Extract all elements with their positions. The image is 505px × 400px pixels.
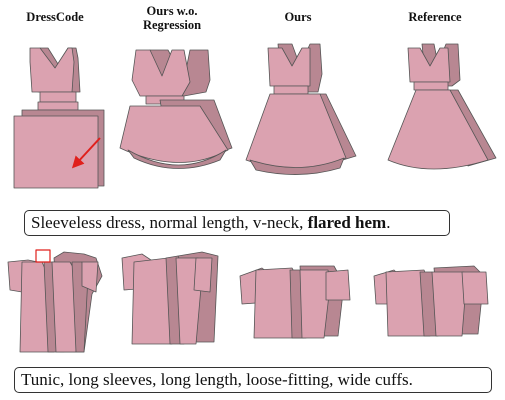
caption-dress-suffix: . [386, 213, 391, 232]
reference-tunic-pattern [373, 265, 489, 337]
ours-wo-regression-tunic-pattern [121, 251, 219, 345]
dresscode-tunic-pattern [7, 249, 103, 353]
ours-dress-pattern [245, 43, 357, 175]
ours-wo-regression-dress-pattern [119, 49, 233, 169]
column-header-ours: Ours [284, 10, 312, 24]
caption-tunic-text: Tunic, long sleeves, long length, loose-… [21, 370, 413, 389]
column-header-reference: Reference [408, 10, 462, 24]
column-header-dresscode: DressCode [26, 10, 84, 24]
ours-tunic-pattern [239, 265, 351, 339]
caption-dress: Sleeveless dress, normal length, v-neck,… [24, 210, 450, 236]
error-arrow [71, 137, 101, 169]
column-header-ours-wo-regression: Ours w.o. Regression [142, 4, 202, 32]
dresscode-dress-pattern [13, 47, 105, 189]
reference-dress-pattern [387, 43, 497, 170]
caption-dress-bold: flared hem [307, 213, 387, 232]
caption-dress-text: Sleeveless dress, normal length, v-neck, [31, 213, 308, 232]
highlight-box [35, 249, 51, 263]
caption-tunic: Tunic, long sleeves, long length, loose-… [14, 367, 492, 393]
